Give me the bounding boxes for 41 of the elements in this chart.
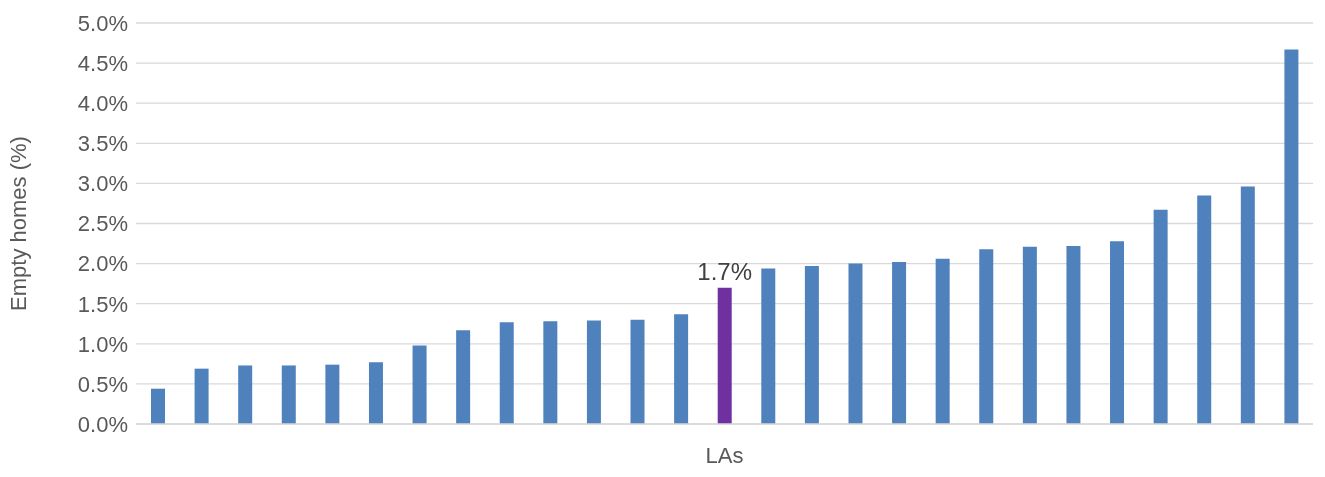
bar — [1197, 195, 1212, 424]
bar — [543, 321, 558, 424]
x-axis-title: LAs — [705, 443, 744, 468]
y-tick-label: 2.5% — [77, 211, 128, 237]
bar — [979, 249, 994, 424]
y-tick-label: 2.0% — [77, 251, 128, 277]
y-tick-label: 0.0% — [77, 411, 128, 437]
y-tick-label: 4.5% — [77, 50, 128, 76]
bar — [456, 330, 471, 424]
bar — [892, 262, 907, 424]
bar — [1110, 241, 1125, 424]
bar — [368, 362, 383, 424]
y-tick-label: 4.0% — [77, 91, 128, 117]
bar — [1240, 186, 1255, 424]
bar — [1284, 49, 1299, 424]
y-tick-label: 3.0% — [77, 171, 128, 197]
y-tick-label: 0.5% — [77, 371, 128, 397]
bar — [412, 345, 427, 424]
bar — [151, 388, 165, 424]
bar — [1153, 209, 1168, 424]
bar — [848, 263, 863, 424]
bar — [499, 322, 514, 424]
bar — [238, 365, 253, 424]
bar — [586, 320, 601, 424]
bar — [281, 365, 296, 424]
bar — [761, 268, 776, 424]
bar — [1022, 246, 1037, 424]
bar — [1066, 245, 1081, 424]
y-tick-label: 1.0% — [77, 331, 128, 357]
bar — [325, 364, 340, 424]
bar — [717, 287, 732, 424]
data-label: 1.7% — [697, 257, 753, 285]
bar — [674, 314, 689, 424]
y-tick-label: 5.0% — [77, 10, 128, 36]
y-tick-label: 3.5% — [77, 131, 128, 157]
bar — [194, 368, 209, 424]
bar — [804, 266, 819, 424]
bar — [630, 319, 645, 424]
y-tick-label: 1.5% — [77, 291, 128, 317]
y-axis-title: Empty homes (%) — [5, 136, 31, 311]
bar — [935, 258, 950, 424]
